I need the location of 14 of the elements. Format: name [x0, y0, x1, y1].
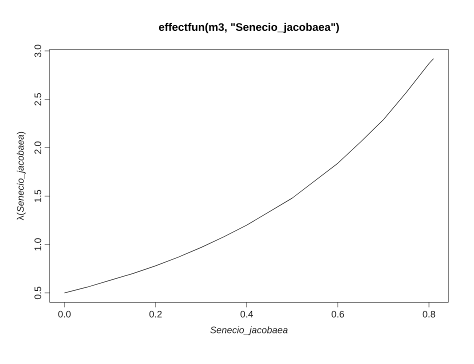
y-tick-label: 1.0: [34, 238, 42, 250]
x-tick-label: 0.2: [149, 310, 162, 318]
x-tick-label: 0.0: [58, 310, 71, 318]
y-tick-label: 1.5: [34, 190, 42, 202]
x-axis-title: Senecio_jacobaea: [210, 326, 288, 336]
x-tick-label: 0.6: [332, 310, 344, 318]
chart-title: effectfun(m3, "Senecio_jacobaea"): [158, 22, 339, 34]
y-axis-title: λ(Senecio_jacobaea): [16, 132, 26, 220]
y-tick-label: 0.5: [34, 286, 42, 300]
y-tick-label: 2.0: [34, 142, 42, 154]
x-tick-label: 0.4: [240, 310, 254, 318]
y-tick-label: 3.0: [34, 44, 42, 58]
y-tick-label: 2.5: [34, 93, 42, 106]
x-tick-label: 0.8: [422, 310, 436, 318]
